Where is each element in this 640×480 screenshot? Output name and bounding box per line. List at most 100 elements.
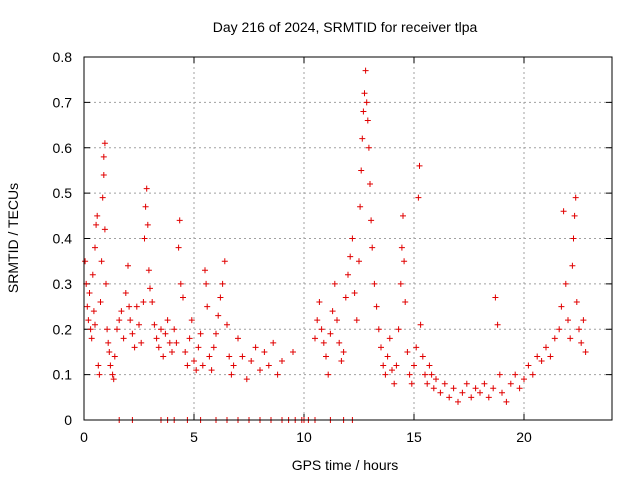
data-point [82, 258, 89, 265]
data-point [197, 330, 204, 337]
data-point [521, 376, 527, 383]
data-point [571, 212, 578, 219]
data-point [565, 317, 571, 324]
data-point [226, 353, 233, 360]
data-point [551, 335, 558, 342]
data-point [369, 244, 376, 251]
data-point [503, 398, 510, 405]
data-point [107, 362, 114, 369]
data-point [437, 389, 444, 396]
data-point [349, 235, 356, 242]
data-point [221, 258, 228, 265]
data-point [92, 321, 98, 328]
data-point [570, 235, 577, 242]
y-tick-label: 0.4 [53, 231, 73, 247]
data-point [230, 362, 237, 369]
data-point [494, 321, 501, 328]
y-tick-label: 0.8 [53, 49, 73, 65]
data-point [578, 339, 585, 346]
data-point [351, 289, 358, 296]
data-point [312, 335, 318, 342]
x-tick-label: 20 [516, 429, 532, 445]
data-point [109, 371, 116, 378]
data-point [347, 253, 354, 260]
data-point [228, 371, 235, 378]
data-point [180, 294, 186, 301]
data-point [145, 267, 152, 274]
data-point [164, 317, 171, 324]
data-point [441, 380, 448, 387]
data-point [171, 326, 178, 333]
ticks-layer: 0 0.1 0.2 0.3 0.4 0.5 0.6 0.7 0.8 0 5 10 15 20 [53, 49, 612, 445]
data-point [538, 358, 545, 365]
y-tick-label: 0 [64, 412, 72, 428]
data-point [357, 203, 364, 210]
data-point [463, 380, 470, 387]
data-point [151, 321, 158, 328]
data-point [393, 362, 400, 369]
data-point [87, 326, 94, 333]
data-point [195, 344, 202, 351]
data-point [358, 167, 365, 174]
data-point [485, 394, 492, 401]
grid-layer [84, 57, 612, 420]
data-point [446, 394, 453, 401]
data-point [176, 217, 183, 224]
data-point [455, 398, 461, 405]
data-point [367, 181, 373, 188]
data-point [582, 348, 589, 355]
x-axis-label: GPS time / hours [292, 457, 399, 473]
data-point [94, 212, 101, 219]
data-point [395, 326, 402, 333]
data-point [160, 353, 167, 360]
data-point [140, 299, 147, 306]
data-point [512, 371, 519, 378]
data-point [580, 317, 587, 324]
data-point [106, 348, 113, 355]
data-point [534, 353, 541, 360]
data-point [96, 371, 103, 378]
data-point [155, 344, 162, 351]
data-point [203, 280, 210, 287]
data-point [459, 389, 466, 396]
data-point [408, 380, 415, 387]
data-point [400, 212, 406, 219]
data-point [98, 258, 105, 265]
data-point [468, 394, 475, 401]
data-point [125, 262, 131, 269]
data-point [204, 303, 211, 310]
data-point [576, 326, 582, 333]
data-point [122, 289, 129, 296]
data-point [325, 371, 332, 378]
y-tick-label: 0.3 [53, 276, 73, 292]
data-point [419, 353, 426, 360]
data-point [93, 221, 100, 228]
data-point [208, 367, 215, 374]
data-point [569, 262, 576, 269]
data-point [248, 358, 255, 365]
data-point [406, 371, 413, 378]
data-point [331, 280, 338, 287]
data-point [573, 299, 580, 306]
data-point [338, 358, 345, 365]
data-point [560, 208, 567, 215]
data-point [279, 358, 285, 365]
data-point [177, 280, 184, 287]
data-point [360, 108, 367, 115]
data-point [416, 162, 423, 169]
y-tick-label: 0.7 [53, 94, 73, 110]
data-point [359, 135, 366, 142]
data-point [274, 371, 281, 378]
data-point [373, 303, 380, 310]
data-point [141, 235, 148, 242]
data-point [199, 362, 206, 369]
data-point [239, 353, 246, 360]
data-point [182, 348, 189, 355]
data-point [184, 362, 191, 369]
data-point [340, 348, 347, 355]
data-point [382, 371, 389, 378]
data-point [323, 353, 329, 360]
data-point [136, 321, 142, 328]
data-point [404, 348, 411, 355]
data-point [85, 317, 92, 324]
